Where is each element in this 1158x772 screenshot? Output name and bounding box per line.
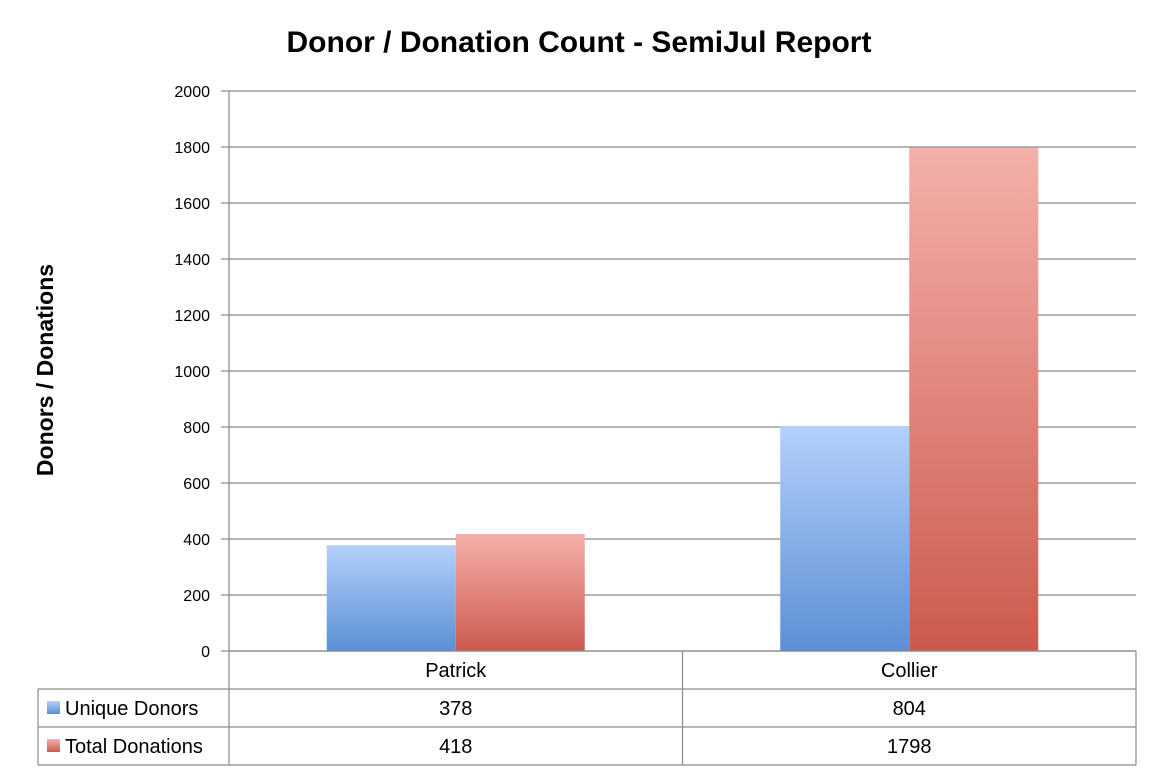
legend-swatch-total-donations	[47, 739, 60, 752]
y-tick-label: 1200	[174, 308, 210, 325]
data-table-value: 804	[893, 698, 926, 720]
y-axis-label: Donors / Donations	[32, 264, 58, 476]
bar-unique-donors-patrick	[326, 545, 456, 651]
legend-label: Total Donations	[65, 736, 203, 758]
chart-title: Donor / Donation Count - SemiJul Report	[287, 26, 872, 59]
data-table-value: 378	[439, 698, 472, 720]
data-table-value: 418	[439, 736, 472, 758]
category-label: Collier	[881, 660, 938, 682]
data-table: Patrick Collier Unique Donors 378 804 Total D…	[37, 650, 1137, 766]
y-tick-label: 600	[183, 476, 210, 493]
y-tick-label: 200	[183, 588, 210, 605]
data-table-value: 1798	[887, 736, 932, 758]
y-tick-label: 1000	[174, 364, 210, 381]
bar-unique-donors-collier	[780, 425, 910, 651]
y-tick-label: 1600	[174, 196, 210, 213]
bar-total-donations-patrick	[455, 533, 585, 651]
category-label: Patrick	[425, 660, 487, 682]
y-tick-label: 1400	[174, 252, 210, 269]
y-tick-label: 1800	[174, 140, 210, 157]
bar-total-donations-collier	[909, 147, 1039, 651]
bars	[326, 147, 1039, 651]
y-tick-labels: 0 200 400 600 800 1000 1200 1400 1600 1800 2000	[174, 84, 210, 661]
legend-label: Unique Donors	[65, 698, 198, 720]
y-tick-label: 2000	[174, 84, 210, 101]
legend-swatch-unique-donors	[47, 701, 60, 714]
y-tick-label: 400	[183, 532, 210, 549]
y-tick-label: 0	[201, 644, 210, 661]
y-tick-label: 800	[183, 420, 210, 437]
